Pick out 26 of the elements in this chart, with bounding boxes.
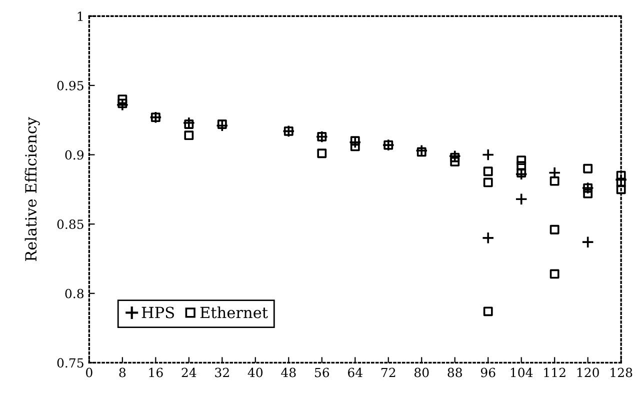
- legend-label: Ethernet: [200, 306, 268, 318]
- x-tick-label: 56: [314, 368, 330, 378]
- x-tick-label: 32: [215, 368, 229, 378]
- y-axis-title: Relative Efficiency: [24, 116, 40, 262]
- x-tick-label: 112: [544, 368, 566, 378]
- x-tick-label: 40: [248, 368, 263, 378]
- x-tick-label: 72: [381, 368, 396, 378]
- y-tick-label: 0.95: [57, 80, 84, 90]
- x-tick-label: 16: [149, 368, 163, 378]
- y-tick-label: 0.9: [65, 150, 84, 160]
- y-tick-label: 1: [78, 12, 83, 21]
- x-tick-label: 64: [348, 368, 362, 378]
- x-tick-label: 48: [281, 368, 296, 378]
- x-tick-label: 80: [414, 368, 429, 378]
- x-tick-label: 24: [182, 368, 196, 378]
- y-tick-label: 0.75: [57, 358, 84, 368]
- x-tick-label: 128: [610, 368, 632, 378]
- x-tick-label: 8: [119, 368, 126, 378]
- x-tick-label: 96: [480, 368, 496, 378]
- x-tick-label: 120: [577, 368, 599, 378]
- x-tick-label: 88: [448, 368, 462, 378]
- y-tick-label: 0.8: [65, 288, 84, 298]
- legend-label: HPS: [142, 306, 174, 318]
- x-tick-label: 104: [510, 368, 533, 378]
- y-tick-label: 0.85: [57, 220, 84, 229]
- x-tick-label: 0: [86, 368, 92, 378]
